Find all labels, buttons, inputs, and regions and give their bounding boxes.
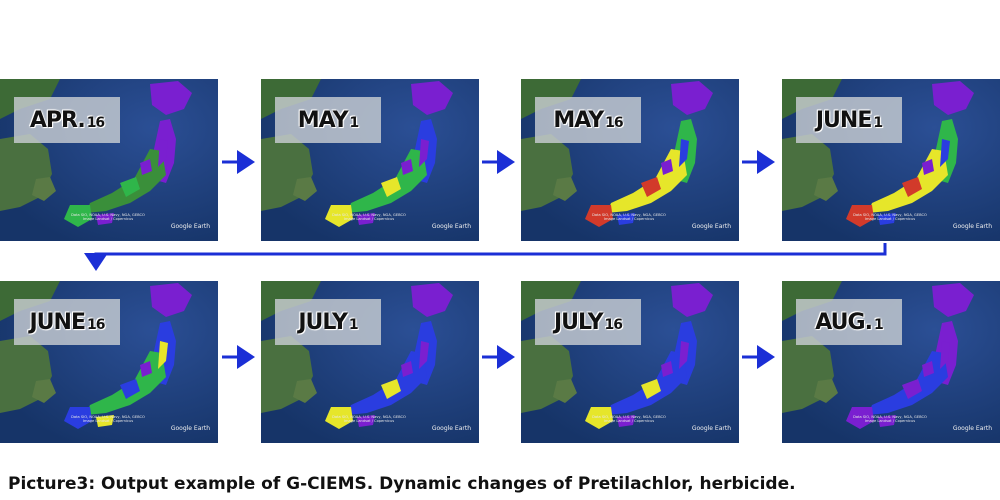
google-earth-logo: Google Earth	[170, 223, 210, 230]
month-text: JULY	[553, 309, 604, 335]
day-text: 16	[86, 115, 106, 131]
day-text: 1	[349, 115, 360, 131]
map-panel: AUG. 1 Data SIO, NOAA, U.S. Navy, NGA, G…	[782, 281, 1000, 443]
date-label: APR. 16	[14, 97, 120, 143]
google-earth-logo: Google Earth	[952, 223, 992, 230]
google-earth-logo: Google Earth	[431, 425, 471, 432]
credit-line: Image Landsat / Copernicus	[603, 217, 655, 222]
date-label: AUG. 1	[796, 299, 902, 345]
credit-line: Data SIO, NOAA, U.S. Navy, NGA, GEBCO	[592, 213, 666, 217]
google-earth-logo: Google Earth	[691, 223, 731, 230]
imagery-credit: Data SIO, NOAA, U.S. Navy, NGA, GEBCO Im…	[589, 415, 669, 423]
imagery-credit: Data SIO, NOAA, U.S. Navy, NGA, GEBCO Im…	[850, 415, 930, 423]
day-text: 16	[605, 115, 624, 131]
month-text: JUNE	[815, 107, 872, 133]
google-earth-logo: Google Earth	[170, 425, 210, 432]
map-panel: JUNE 16 Data SIO, NOAA, U.S. Navy, NGA, …	[0, 281, 218, 443]
day-text: 1	[348, 317, 359, 333]
month-text: MAY	[553, 107, 604, 133]
date-label: JULY 16	[535, 299, 641, 345]
arrow-wrap	[84, 243, 887, 271]
imagery-credit: Data SIO, NOAA, U.S. Navy, NGA, GEBCO Im…	[850, 213, 930, 221]
day-text: 1	[873, 317, 884, 333]
date-label: MAY 16	[535, 97, 641, 143]
date-label: JUNE 1	[796, 97, 902, 143]
day-text: 16	[604, 317, 624, 333]
credit-line: Image Landsat / Copernicus	[864, 217, 916, 222]
imagery-credit: Data SIO, NOAA, U.S. Navy, NGA, GEBCO Im…	[589, 213, 669, 221]
map-panel: JULY 16 Data SIO, NOAA, U.S. Navy, NGA, …	[521, 281, 739, 443]
map-panel: MAY 1 Data SIO, NOAA, U.S. Navy, NGA, GE…	[261, 79, 479, 241]
imagery-credit: Data SIO, NOAA, U.S. Navy, NGA, GEBCO Im…	[68, 213, 148, 221]
month-text: MAY	[297, 107, 349, 133]
credit-line: Data SIO, NOAA, U.S. Navy, NGA, GEBCO	[853, 213, 927, 217]
month-text: APR.	[29, 107, 86, 133]
credit-line: Image Landsat / Copernicus	[603, 419, 655, 424]
month-text: JULY	[298, 309, 348, 335]
month-text: AUG.	[815, 309, 873, 335]
google-earth-logo: Google Earth	[952, 425, 992, 432]
credit-line: Data SIO, NOAA, U.S. Navy, NGA, GEBCO	[332, 213, 406, 217]
imagery-credit: Data SIO, NOAA, U.S. Navy, NGA, GEBCO Im…	[329, 213, 409, 221]
credit-line: Image Landsat / Copernicus	[82, 217, 134, 222]
figure-caption: Picture3: Output example of G-CIEMS. Dyn…	[8, 474, 796, 494]
credit-line: Image Landsat / Copernicus	[864, 419, 916, 424]
google-earth-logo: Google Earth	[431, 223, 471, 230]
imagery-credit: Data SIO, NOAA, U.S. Navy, NGA, GEBCO Im…	[68, 415, 148, 423]
map-panel: JULY 1 Data SIO, NOAA, U.S. Navy, NGA, G…	[261, 281, 479, 443]
credit-line: Image Landsat / Copernicus	[343, 217, 395, 222]
credit-line: Image Landsat / Copernicus	[343, 419, 395, 424]
month-text: JUNE	[29, 309, 86, 335]
day-text: 16	[87, 317, 106, 333]
map-panel: MAY 16 Data SIO, NOAA, U.S. Navy, NGA, G…	[521, 79, 739, 241]
imagery-credit: Data SIO, NOAA, U.S. Navy, NGA, GEBCO Im…	[329, 415, 409, 423]
map-panel: APR. 16 Data SIO, NOAA, U.S. Navy, NGA, …	[0, 79, 218, 241]
map-panel: JUNE 1 Data SIO, NOAA, U.S. Navy, NGA, G…	[782, 79, 1000, 241]
credit-line: Image Landsat / Copernicus	[82, 419, 134, 424]
credit-line: Data SIO, NOAA, U.S. Navy, NGA, GEBCO	[71, 415, 145, 419]
date-label: MAY 1	[275, 97, 381, 143]
credit-line: Data SIO, NOAA, U.S. Navy, NGA, GEBCO	[592, 415, 666, 419]
date-label: JULY 1	[275, 299, 381, 345]
credit-line: Data SIO, NOAA, U.S. Navy, NGA, GEBCO	[71, 213, 145, 217]
date-label: JUNE 16	[14, 299, 120, 345]
google-earth-logo: Google Earth	[691, 425, 731, 432]
credit-line: Data SIO, NOAA, U.S. Navy, NGA, GEBCO	[853, 415, 927, 419]
day-text: 1	[873, 115, 883, 131]
credit-line: Data SIO, NOAA, U.S. Navy, NGA, GEBCO	[332, 415, 406, 419]
